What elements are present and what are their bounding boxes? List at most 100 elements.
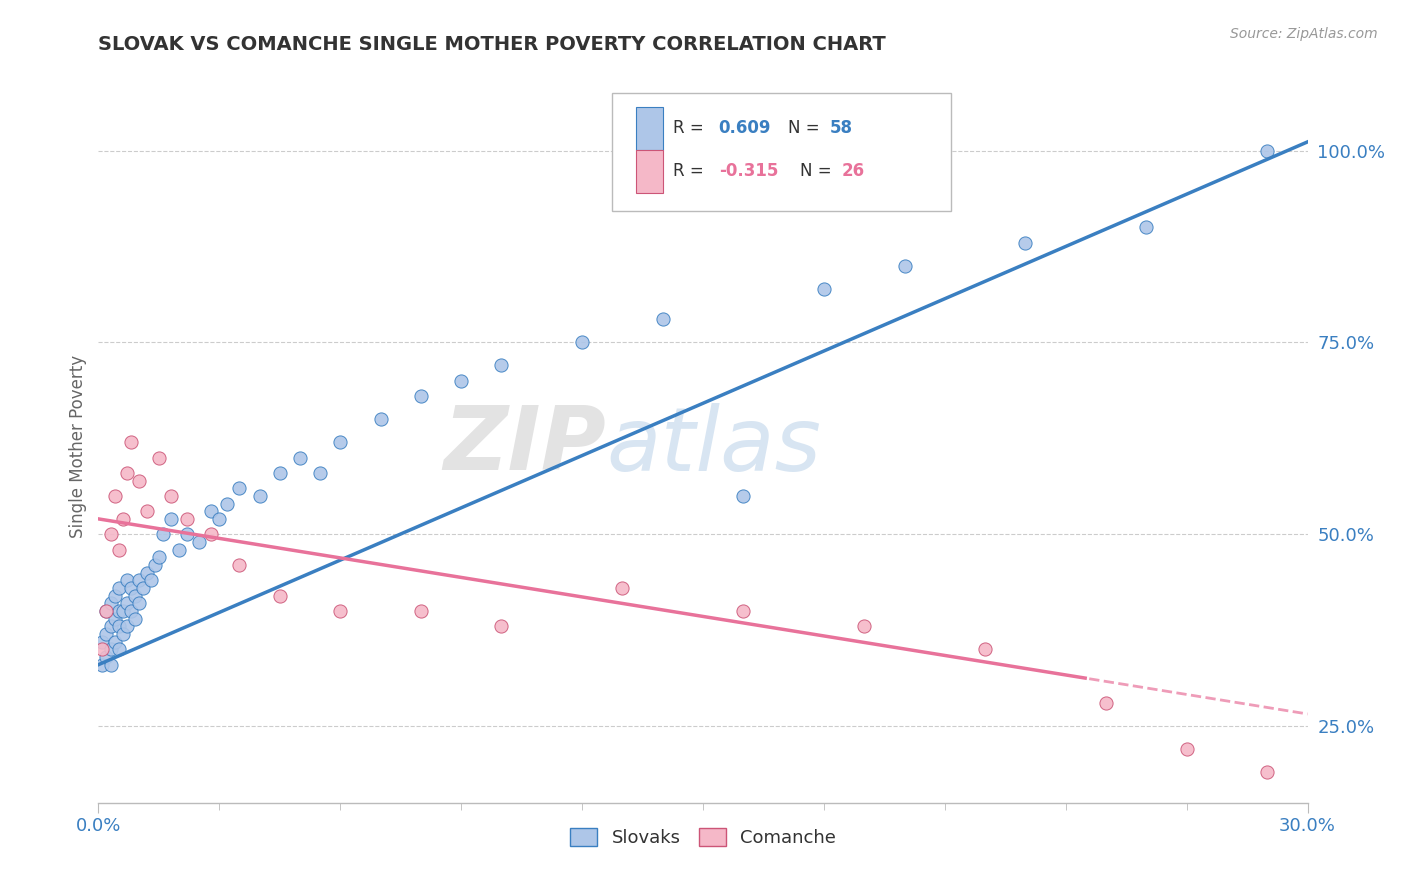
Point [176,512,198,526]
Point [107,604,129,618]
Text: R =: R = [673,162,709,180]
Y-axis label: Single Mother Poverty: Single Mother Poverty [69,354,87,538]
FancyBboxPatch shape [613,93,950,211]
Point [733,604,755,618]
Point [409,604,432,618]
Point [103,589,125,603]
Point [115,466,138,480]
Text: Source: ZipAtlas.com: Source: ZipAtlas.com [1230,27,1378,41]
Point [160,512,183,526]
Point [1256,765,1278,780]
Point [208,512,231,526]
Point [128,574,150,588]
Point [115,574,138,588]
Point [974,642,997,657]
Point [111,604,134,618]
Point [143,558,166,572]
Point [329,435,352,450]
Point [132,581,155,595]
Text: 0.609: 0.609 [718,120,772,137]
Point [115,619,138,633]
Text: N =: N = [787,120,824,137]
Point [612,581,634,595]
Point [1095,696,1118,710]
Point [176,527,198,541]
Point [370,412,392,426]
Point [288,450,311,465]
Point [813,282,835,296]
Point [111,627,134,641]
Point [107,542,129,557]
Text: 26: 26 [842,162,865,180]
Point [1256,144,1278,158]
Point [651,312,673,326]
Point [100,527,122,541]
Text: 58: 58 [830,120,853,137]
Point [309,466,332,480]
Point [1014,235,1036,250]
Point [124,589,146,603]
Point [1175,742,1198,756]
Text: atlas: atlas [606,403,821,489]
Point [269,466,291,480]
Point [249,489,271,503]
Point [853,619,876,633]
Point [120,435,142,450]
Point [409,389,432,403]
Point [91,642,114,657]
Point [160,489,183,503]
Text: -0.315: -0.315 [718,162,778,180]
Text: ZIP: ZIP [443,402,606,490]
Point [111,512,134,526]
Point [200,504,222,518]
Point [103,612,125,626]
Point [329,604,352,618]
Point [107,642,129,657]
Point [148,550,170,565]
Point [103,489,125,503]
Point [167,542,190,557]
Point [200,527,222,541]
Point [100,642,122,657]
Point [115,596,138,610]
Point [103,634,125,648]
Point [491,619,513,633]
Legend: Slovaks, Comanche: Slovaks, Comanche [562,821,844,855]
Point [491,359,513,373]
Point [139,574,162,588]
Point [91,657,114,672]
Point [100,596,122,610]
Point [100,657,122,672]
Text: N =: N = [800,162,837,180]
Point [120,604,142,618]
Point [571,335,593,350]
Text: SLOVAK VS COMANCHE SINGLE MOTHER POVERTY CORRELATION CHART: SLOVAK VS COMANCHE SINGLE MOTHER POVERTY… [98,35,886,54]
Point [96,650,118,665]
Point [124,612,146,626]
Text: R =: R = [673,120,709,137]
Point [96,604,118,618]
Point [269,589,291,603]
Point [152,527,174,541]
Point [96,604,118,618]
Point [107,581,129,595]
FancyBboxPatch shape [637,107,664,150]
Point [893,259,915,273]
Point [135,504,157,518]
Point [148,450,170,465]
Point [228,558,250,572]
Point [96,627,118,641]
Point [217,497,239,511]
Point [120,581,142,595]
Point [100,619,122,633]
Point [1135,220,1157,235]
Point [135,566,157,580]
Point [107,619,129,633]
Point [128,596,150,610]
Point [91,634,114,648]
Point [188,535,211,549]
FancyBboxPatch shape [637,150,664,193]
Point [128,474,150,488]
Point [228,481,250,495]
Point [450,374,472,388]
